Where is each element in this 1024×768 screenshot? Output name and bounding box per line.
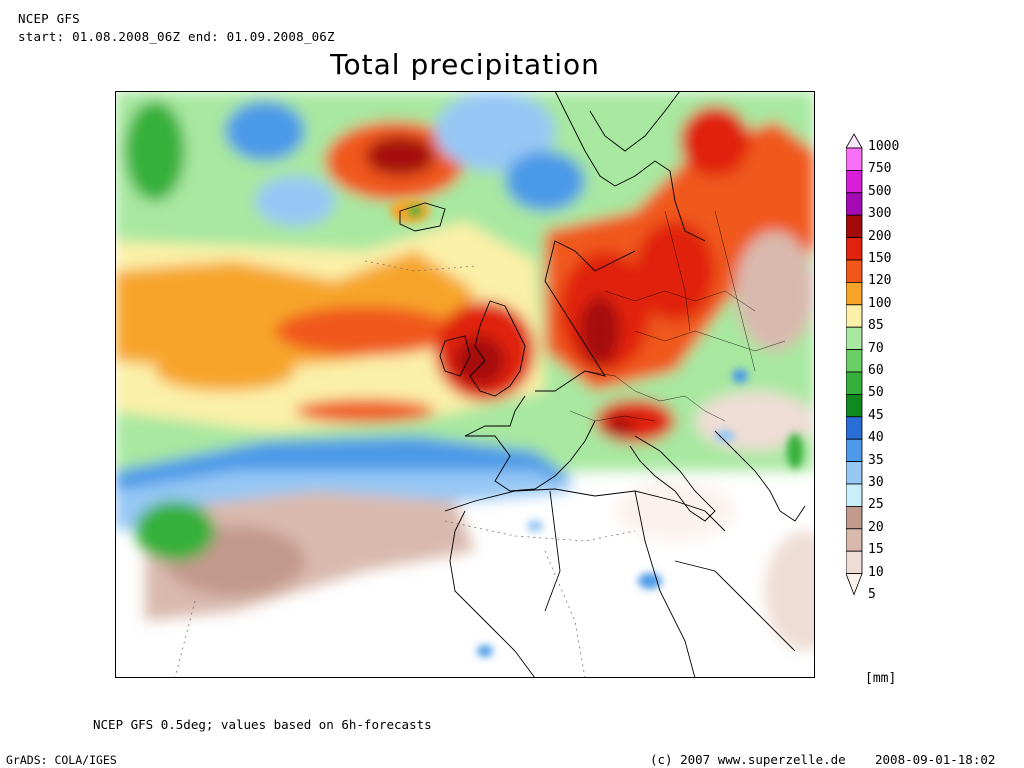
legend-swatch (846, 259, 863, 283)
footer-timestamp: 2008-09-01-18:02 (875, 752, 996, 767)
map-title: Total precipitation (330, 48, 600, 81)
legend-level-label: 60 (868, 363, 884, 378)
legend-swatch (846, 371, 863, 395)
legend-level-label: 120 (868, 273, 892, 289)
legend-swatch (846, 281, 863, 306)
legend-swatch (846, 214, 863, 238)
precip-field (115, 91, 815, 651)
legend-level-label: 5 (868, 587, 876, 602)
legend-level-label: 10 (868, 564, 884, 580)
legend-swatch (846, 304, 863, 328)
legend-swatch (846, 573, 863, 596)
legend-level-label: 70 (868, 340, 884, 356)
legend-swatch (846, 438, 863, 463)
legend-swatch (846, 483, 863, 507)
legend-swatch (846, 550, 863, 575)
footer-copyright: (c) 2007 www.superzelle.de (650, 752, 846, 767)
legend-level-label: 200 (868, 228, 892, 244)
forecast-period: start: 01.08.2008_06Z end: 01.09.2008_06… (18, 29, 335, 44)
color-legend: 1000 750 500 300 200 150 120 100 85 70 60 50 45 40 35 3… (846, 133, 916, 633)
legend-swatch (846, 393, 863, 418)
legend-swatch (846, 170, 863, 194)
legend-level-label: 35 (868, 452, 884, 468)
legend-swatch (846, 461, 863, 485)
legend-swatch (846, 528, 863, 552)
legend-level-label: 500 (868, 183, 892, 199)
legend-level-label: 85 (868, 318, 884, 334)
legend-level-label: 150 (868, 251, 892, 266)
footer-note: NCEP GFS 0.5deg; values based on 6h-fore… (93, 717, 432, 732)
legend-level-label: 15 (868, 542, 884, 558)
legend-level-label: 25 (868, 497, 884, 513)
precipitation-map (115, 91, 815, 678)
legend-swatch (846, 133, 863, 149)
legend-swatch (846, 147, 863, 171)
legend-level-label: 20 (868, 519, 884, 535)
legend-level-label: 750 (868, 161, 892, 177)
legend-level-label: 30 (868, 475, 884, 490)
legend-level-label: 45 (868, 407, 884, 423)
footer-software: GrADS: COLA/IGES (6, 753, 117, 767)
legend-swatch (846, 237, 863, 261)
legend-colorbar (846, 133, 863, 596)
legend-swatch (846, 416, 863, 440)
model-name: NCEP GFS (18, 11, 80, 26)
legend-level-label: 1000 (868, 139, 900, 154)
legend-level-label: 50 (868, 385, 884, 401)
legend-level-label: 100 (868, 295, 892, 311)
legend-unit: [mm] (865, 671, 897, 686)
legend-swatch (846, 505, 863, 530)
coastlines (399, 91, 806, 678)
legend-level-label: 300 (868, 206, 892, 222)
legend-swatch (846, 349, 863, 373)
legend-level-label: 40 (868, 430, 884, 446)
legend-swatch (846, 326, 863, 350)
legend-swatch (846, 192, 863, 216)
